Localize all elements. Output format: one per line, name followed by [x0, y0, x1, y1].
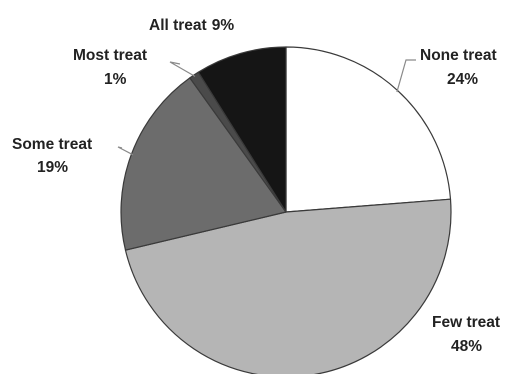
leader-line-some-treat	[117, 146, 134, 156]
label-all-treat-name: All treat	[149, 17, 207, 34]
label-none-treat-name: None treat	[420, 47, 497, 64]
leader-line-none-treat	[396, 59, 416, 93]
label-some-treat-percent: 19%	[37, 159, 68, 176]
label-few-treat-name: Few treat	[432, 314, 500, 331]
pie-slice-few-treat	[124, 198, 452, 374]
label-none-treat-percent: 24%	[447, 71, 478, 88]
label-most-treat-name: Most treat	[73, 47, 147, 64]
label-few-treat-percent: 48%	[451, 338, 482, 355]
label-all-treat-percent: 9%	[212, 17, 235, 34]
label-most-treat-percent: 1%	[104, 71, 127, 88]
pie-slice-all-treat	[197, 46, 287, 213]
label-leader-lines	[117, 59, 416, 156]
pie-slices	[120, 46, 452, 374]
label-all-treat: All treat 9%	[149, 17, 234, 34]
leader-line-most-treat	[169, 61, 196, 77]
label-some-treat-name: Some treat	[12, 136, 92, 153]
pie-slice-none-treat	[285, 46, 452, 213]
